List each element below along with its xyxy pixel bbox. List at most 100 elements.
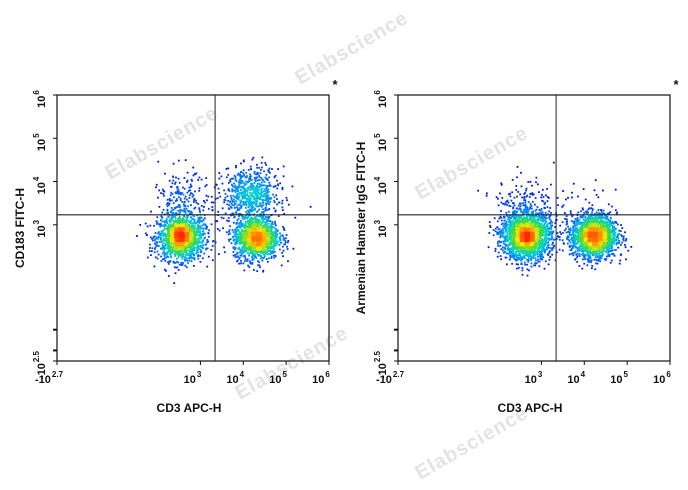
event-dot bbox=[243, 197, 246, 200]
event-dot bbox=[273, 196, 276, 199]
event-dot bbox=[193, 218, 196, 221]
event-dot bbox=[193, 258, 196, 261]
event-dot bbox=[262, 233, 265, 236]
event-dot bbox=[595, 214, 598, 217]
event-dot bbox=[207, 207, 210, 210]
event-dot bbox=[544, 260, 547, 263]
event-dot bbox=[544, 242, 547, 244]
event-dot bbox=[177, 232, 180, 235]
event-dot bbox=[153, 242, 156, 245]
event-dot bbox=[166, 235, 169, 237]
event-dot bbox=[166, 245, 169, 247]
event-dot bbox=[159, 236, 162, 239]
event-dot bbox=[197, 225, 200, 228]
event-dot bbox=[251, 192, 254, 194]
event-dot bbox=[256, 248, 259, 251]
event-dot bbox=[193, 229, 196, 231]
event-dot bbox=[254, 216, 257, 218]
event-dot bbox=[182, 228, 185, 231]
event-dot bbox=[267, 190, 270, 193]
event-dot bbox=[258, 243, 261, 245]
event-dot bbox=[514, 210, 517, 213]
event-dot bbox=[278, 243, 281, 246]
event-dot bbox=[186, 171, 189, 174]
event-dot bbox=[252, 156, 255, 159]
event-dot bbox=[247, 181, 250, 183]
event-dot bbox=[578, 265, 581, 267]
event-dot bbox=[176, 257, 178, 260]
event-dot bbox=[223, 201, 226, 204]
event-dot bbox=[240, 223, 243, 226]
event-dot bbox=[181, 209, 183, 212]
event-dot bbox=[242, 175, 245, 177]
event-dot bbox=[267, 200, 269, 203]
event-dot bbox=[247, 242, 250, 244]
event-dot bbox=[549, 207, 552, 209]
event-dot bbox=[200, 250, 203, 252]
event-dot bbox=[195, 252, 198, 255]
event-dot bbox=[229, 232, 232, 235]
event-dot bbox=[273, 199, 275, 202]
event-dot bbox=[248, 201, 250, 203]
event-dot bbox=[250, 179, 253, 181]
event-dot bbox=[176, 244, 179, 247]
event-dot bbox=[251, 221, 254, 224]
event-dot bbox=[184, 235, 187, 238]
event-dot bbox=[182, 209, 185, 212]
event-dot bbox=[178, 263, 181, 266]
event-dot bbox=[520, 202, 522, 205]
event-dot bbox=[568, 246, 571, 249]
event-dot bbox=[261, 236, 263, 238]
event-dot bbox=[528, 254, 531, 257]
event-dot bbox=[597, 196, 600, 199]
event-dot bbox=[174, 226, 177, 229]
event-dot bbox=[542, 224, 545, 227]
event-dot bbox=[175, 246, 177, 249]
event-dot bbox=[199, 227, 202, 230]
event-dot bbox=[572, 227, 575, 230]
event-dot bbox=[286, 245, 288, 248]
event-dot bbox=[255, 193, 258, 195]
event-dot bbox=[537, 214, 540, 217]
event-dot bbox=[190, 192, 192, 194]
event-dot bbox=[596, 254, 598, 257]
event-dot bbox=[237, 237, 240, 240]
event-dot bbox=[162, 239, 165, 241]
event-dot bbox=[273, 250, 276, 253]
event-dot bbox=[616, 211, 618, 214]
event-dot bbox=[506, 199, 509, 202]
event-dot bbox=[577, 211, 580, 214]
event-dot bbox=[286, 241, 289, 244]
event-dot bbox=[608, 212, 610, 215]
event-dot bbox=[500, 219, 503, 222]
event-dot bbox=[187, 200, 190, 203]
event-dot bbox=[246, 194, 248, 197]
event-dot bbox=[166, 232, 169, 235]
event-dot bbox=[517, 254, 519, 257]
event-dot bbox=[198, 222, 201, 224]
event-dot bbox=[529, 193, 532, 195]
event-dot bbox=[243, 249, 246, 252]
event-dot bbox=[534, 262, 536, 264]
event-dot bbox=[177, 227, 179, 230]
event-dot bbox=[505, 243, 507, 246]
event-dot bbox=[508, 252, 511, 255]
event-dot bbox=[508, 216, 511, 219]
event-dot bbox=[243, 187, 245, 190]
event-dot bbox=[202, 232, 204, 235]
event-dot bbox=[534, 203, 536, 206]
event-dot bbox=[540, 196, 543, 199]
event-dot bbox=[190, 234, 193, 237]
event-dot bbox=[569, 212, 572, 215]
event-dot bbox=[574, 244, 576, 246]
event-dot bbox=[503, 216, 506, 218]
event-dot bbox=[237, 209, 239, 211]
event-dot bbox=[160, 247, 162, 250]
event-dot bbox=[265, 245, 268, 248]
event-dot bbox=[191, 195, 194, 198]
event-dot bbox=[245, 171, 248, 174]
event-dot bbox=[610, 250, 612, 252]
event-dot bbox=[174, 183, 176, 185]
event-dot bbox=[520, 262, 523, 264]
event-dot bbox=[170, 191, 173, 194]
